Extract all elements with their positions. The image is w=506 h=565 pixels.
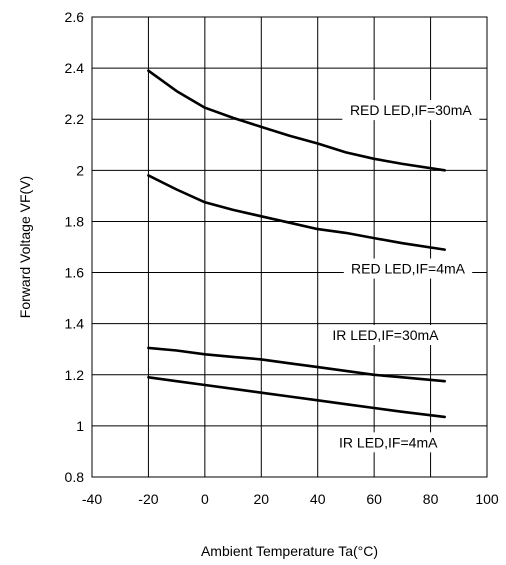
y-tick-label: 1.8 — [65, 213, 85, 229]
series-line-4 — [147, 375, 447, 419]
series-label-background — [328, 432, 449, 453]
y-tick-label: 0.8 — [65, 469, 85, 485]
x-tick-label: -40 — [82, 491, 102, 507]
y-tick-label: 1.4 — [65, 316, 85, 332]
series-label-background — [343, 258, 473, 279]
series-label-background — [321, 325, 450, 345]
y-tick-label: 1 — [76, 418, 84, 434]
x-tick-label: 0 — [201, 491, 209, 507]
plot-frame — [91, 16, 488, 478]
x-tick-label: 20 — [253, 491, 269, 507]
y-tick-label: 2.6 — [65, 9, 85, 25]
y-tick-label: 2 — [76, 162, 84, 178]
series-label: RED LED,IF=4mA — [351, 261, 466, 277]
y-tick-label: 1.6 — [65, 265, 85, 281]
series-line-1 — [147, 69, 447, 172]
x-tick-label: 100 — [475, 491, 499, 507]
series-line-3 — [147, 346, 447, 383]
x-tick-label: 80 — [423, 491, 439, 507]
y-tick-label: 2.2 — [65, 111, 85, 127]
x-tick-label: -20 — [138, 491, 158, 507]
series-label: RED LED,IF=30mA — [350, 102, 472, 118]
x-axis-label: Ambient Temperature Ta(°C) — [201, 543, 378, 559]
series-line-2 — [147, 174, 447, 251]
series-label: IR LED,IF=4mA — [339, 434, 438, 450]
series-label-background — [342, 100, 480, 121]
series-label: IR LED,IF=30mA — [332, 327, 439, 343]
y-tick-label: 1.2 — [65, 367, 85, 383]
x-tick-label: 40 — [310, 491, 326, 507]
y-axis-label: Forward Voltage VF(V) — [17, 176, 33, 318]
x-tick-label: 60 — [366, 491, 382, 507]
y-tick-label: 2.4 — [65, 60, 85, 76]
